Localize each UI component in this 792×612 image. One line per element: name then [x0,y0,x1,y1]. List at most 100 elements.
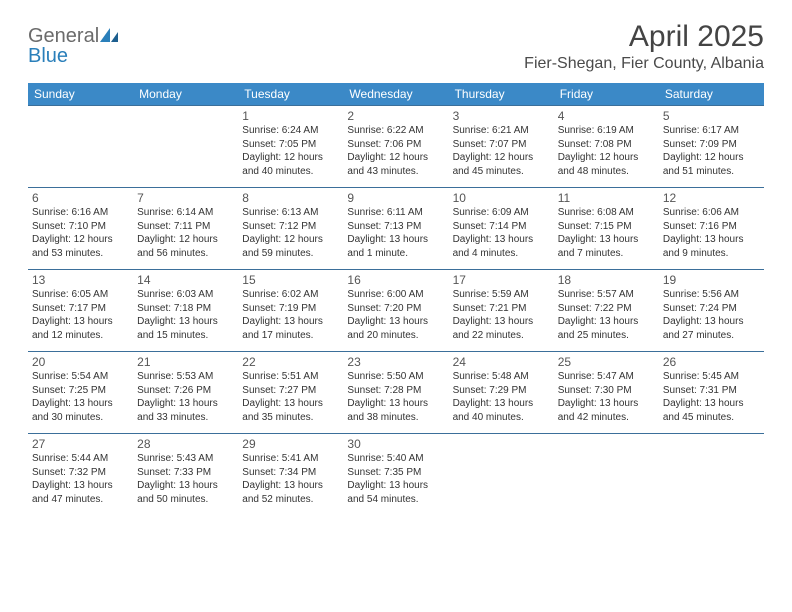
detail-line: Sunset: 7:22 PM [558,302,655,316]
day-number: 6 [32,191,129,205]
day-number: 7 [137,191,234,205]
week-row: 1Sunrise: 6:24 AMSunset: 7:05 PMDaylight… [28,106,764,188]
day-cell: 14Sunrise: 6:03 AMSunset: 7:18 PMDayligh… [133,270,238,352]
location-text: Fier-Shegan, Fier County, Albania [524,55,764,73]
day-details: Sunrise: 6:24 AMSunset: 7:05 PMDaylight:… [242,124,339,178]
day-number: 2 [347,109,444,123]
day-number: 23 [347,355,444,369]
detail-line: Daylight: 13 hours [453,397,550,411]
day-cell: 18Sunrise: 5:57 AMSunset: 7:22 PMDayligh… [554,270,659,352]
day-cell: 7Sunrise: 6:14 AMSunset: 7:11 PMDaylight… [133,188,238,270]
detail-line: and 56 minutes. [137,247,234,261]
detail-line: Daylight: 13 hours [32,479,129,493]
calendar-table: SundayMondayTuesdayWednesdayThursdayFrid… [28,83,764,516]
day-number: 20 [32,355,129,369]
day-cell: 22Sunrise: 5:51 AMSunset: 7:27 PMDayligh… [238,352,343,434]
detail-line: Sunrise: 6:02 AM [242,288,339,302]
day-number: 12 [663,191,760,205]
detail-line: and 45 minutes. [663,411,760,425]
day-cell: 11Sunrise: 6:08 AMSunset: 7:15 PMDayligh… [554,188,659,270]
detail-line: Daylight: 13 hours [137,315,234,329]
day-header: Sunday [28,83,133,106]
detail-line: Daylight: 12 hours [137,233,234,247]
day-cell: 17Sunrise: 5:59 AMSunset: 7:21 PMDayligh… [449,270,554,352]
day-number: 9 [347,191,444,205]
detail-line: Sunrise: 6:19 AM [558,124,655,138]
detail-line: Sunrise: 5:59 AM [453,288,550,302]
detail-line: Sunset: 7:16 PM [663,220,760,234]
day-details: Sunrise: 5:51 AMSunset: 7:27 PMDaylight:… [242,370,339,424]
detail-line: Daylight: 13 hours [242,315,339,329]
day-details: Sunrise: 6:00 AMSunset: 7:20 PMDaylight:… [347,288,444,342]
detail-line: and 35 minutes. [242,411,339,425]
detail-line: Sunrise: 6:17 AM [663,124,760,138]
day-details: Sunrise: 5:41 AMSunset: 7:34 PMDaylight:… [242,452,339,506]
day-details: Sunrise: 6:03 AMSunset: 7:18 PMDaylight:… [137,288,234,342]
detail-line: Daylight: 13 hours [663,233,760,247]
day-cell [28,106,133,188]
detail-line: Daylight: 13 hours [137,397,234,411]
day-number: 18 [558,273,655,287]
detail-line: Sunrise: 5:50 AM [347,370,444,384]
day-details: Sunrise: 6:11 AMSunset: 7:13 PMDaylight:… [347,206,444,260]
day-details: Sunrise: 5:57 AMSunset: 7:22 PMDaylight:… [558,288,655,342]
detail-line: Sunset: 7:14 PM [453,220,550,234]
day-header: Saturday [659,83,764,106]
day-cell: 8Sunrise: 6:13 AMSunset: 7:12 PMDaylight… [238,188,343,270]
detail-line: Daylight: 13 hours [663,397,760,411]
detail-line: and 43 minutes. [347,165,444,179]
month-title: April 2025 [524,20,764,53]
day-cell: 10Sunrise: 6:09 AMSunset: 7:14 PMDayligh… [449,188,554,270]
detail-line: Sunset: 7:11 PM [137,220,234,234]
detail-line: Daylight: 13 hours [347,315,444,329]
day-details: Sunrise: 6:05 AMSunset: 7:17 PMDaylight:… [32,288,129,342]
detail-line: and 53 minutes. [32,247,129,261]
day-cell: 16Sunrise: 6:00 AMSunset: 7:20 PMDayligh… [343,270,448,352]
day-details: Sunrise: 5:44 AMSunset: 7:32 PMDaylight:… [32,452,129,506]
detail-line: Sunset: 7:25 PM [32,384,129,398]
detail-line: Daylight: 13 hours [32,397,129,411]
week-row: 20Sunrise: 5:54 AMSunset: 7:25 PMDayligh… [28,352,764,434]
detail-line: Daylight: 13 hours [453,233,550,247]
detail-line: Daylight: 13 hours [347,233,444,247]
week-row: 6Sunrise: 6:16 AMSunset: 7:10 PMDaylight… [28,188,764,270]
detail-line: Sunrise: 6:03 AM [137,288,234,302]
day-details: Sunrise: 6:02 AMSunset: 7:19 PMDaylight:… [242,288,339,342]
detail-line: Sunset: 7:31 PM [663,384,760,398]
detail-line: and 52 minutes. [242,493,339,507]
detail-line: Daylight: 12 hours [347,151,444,165]
week-row: 13Sunrise: 6:05 AMSunset: 7:17 PMDayligh… [28,270,764,352]
day-details: Sunrise: 5:59 AMSunset: 7:21 PMDaylight:… [453,288,550,342]
detail-line: Daylight: 13 hours [137,479,234,493]
day-cell: 3Sunrise: 6:21 AMSunset: 7:07 PMDaylight… [449,106,554,188]
detail-line: Sunset: 7:24 PM [663,302,760,316]
detail-line: Sunrise: 5:53 AM [137,370,234,384]
detail-line: and 47 minutes. [32,493,129,507]
day-header: Monday [133,83,238,106]
day-cell [449,434,554,516]
day-number: 22 [242,355,339,369]
day-number: 21 [137,355,234,369]
day-cell: 30Sunrise: 5:40 AMSunset: 7:35 PMDayligh… [343,434,448,516]
detail-line: Sunrise: 6:14 AM [137,206,234,220]
detail-line: Sunrise: 5:56 AM [663,288,760,302]
day-cell: 29Sunrise: 5:41 AMSunset: 7:34 PMDayligh… [238,434,343,516]
day-number: 4 [558,109,655,123]
detail-line: Sunrise: 5:40 AM [347,452,444,466]
detail-line: Daylight: 13 hours [453,315,550,329]
detail-line: and 45 minutes. [453,165,550,179]
day-details: Sunrise: 5:48 AMSunset: 7:29 PMDaylight:… [453,370,550,424]
detail-line: Sunset: 7:26 PM [137,384,234,398]
detail-line: and 15 minutes. [137,329,234,343]
day-details: Sunrise: 6:14 AMSunset: 7:11 PMDaylight:… [137,206,234,260]
detail-line: Daylight: 12 hours [663,151,760,165]
detail-line: Sunset: 7:21 PM [453,302,550,316]
detail-line: Sunrise: 5:43 AM [137,452,234,466]
detail-line: and 20 minutes. [347,329,444,343]
day-cell: 13Sunrise: 6:05 AMSunset: 7:17 PMDayligh… [28,270,133,352]
detail-line: Daylight: 13 hours [663,315,760,329]
detail-line: Sunrise: 5:41 AM [242,452,339,466]
day-header: Wednesday [343,83,448,106]
detail-line: Sunrise: 5:54 AM [32,370,129,384]
day-details: Sunrise: 6:21 AMSunset: 7:07 PMDaylight:… [453,124,550,178]
